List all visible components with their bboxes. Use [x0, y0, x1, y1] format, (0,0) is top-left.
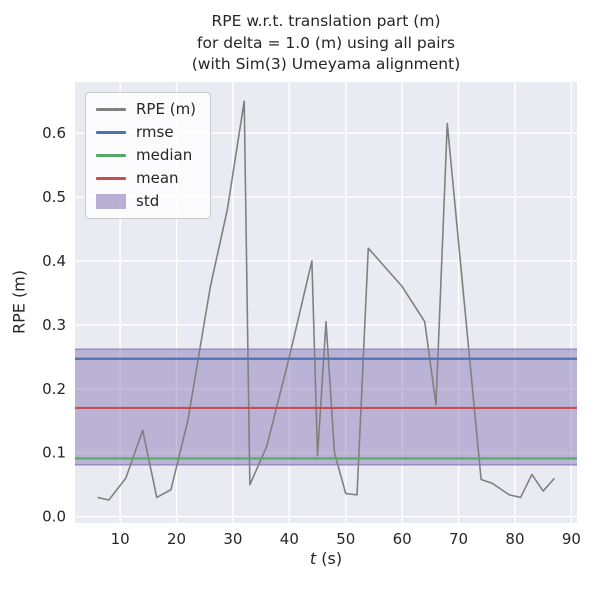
legend-label-mean: mean [136, 169, 179, 187]
legend-label-rpe: RPE (m) [136, 100, 197, 118]
legend-label-std: std [136, 192, 160, 210]
x-tick-label: 60 [393, 530, 412, 548]
legend-item-rpe: RPE (m) [96, 102, 196, 117]
legend: RPE (m) rmse median mean std [85, 92, 212, 219]
x-tick-label: 50 [336, 530, 355, 548]
y-axis-label: RPE (m) [9, 269, 29, 335]
mean-line-swatch [96, 177, 126, 180]
x-tick-label: 10 [111, 530, 130, 548]
y-tick-label: 0.2 [42, 380, 66, 398]
rpe-line-swatch [96, 108, 126, 111]
legend-item-std: std [96, 194, 196, 209]
y-tick-label: 0.0 [42, 508, 66, 526]
median-line-swatch [96, 154, 126, 157]
y-tick-label: 0.5 [42, 188, 66, 206]
y-tick-label: 0.3 [42, 316, 66, 334]
chart-title: RPE w.r.t. translation part (m) for delt… [191, 12, 461, 73]
legend-label-median: median [136, 146, 193, 164]
y-tick-label: 0.1 [42, 444, 66, 462]
x-axis-label: t (s) [75, 549, 577, 568]
x-tick-label: 30 [223, 530, 242, 548]
x-axis-label-var: t [309, 549, 317, 568]
legend-item-rmse: rmse [96, 125, 196, 140]
y-tick-label: 0.6 [42, 124, 66, 142]
x-tick-label: 80 [505, 530, 524, 548]
x-tick-label: 70 [449, 530, 468, 548]
legend-item-median: median [96, 148, 196, 163]
x-tick-label: 20 [167, 530, 186, 548]
x-axis-label-unit: (s) [316, 549, 343, 568]
y-tick-label: 0.4 [42, 252, 66, 270]
legend-label-rmse: rmse [136, 123, 174, 141]
legend-item-mean: mean [96, 171, 196, 186]
rpe-line [97, 100, 556, 501]
x-tick-label: 40 [280, 530, 299, 548]
rmse-line-swatch [96, 131, 126, 134]
x-tick-label: 90 [562, 530, 581, 548]
std-patch-swatch [96, 194, 126, 209]
